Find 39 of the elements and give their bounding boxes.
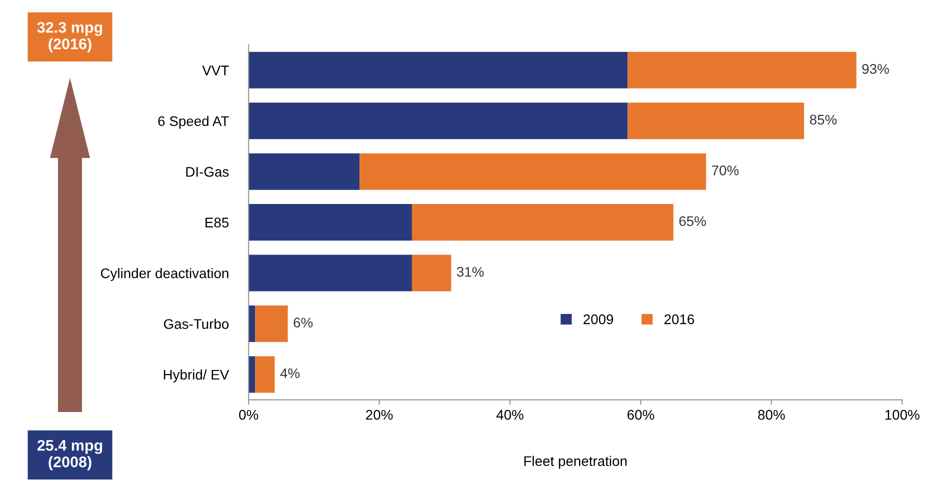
y-tick-label: Hybrid/ EV <box>164 369 230 382</box>
total-label: 4% <box>280 368 300 378</box>
x-tick-label: 40% <box>496 410 524 420</box>
bar <box>248 52 628 88</box>
x-tick-label: 60% <box>628 410 654 420</box>
x-tick-label: 0% <box>239 410 258 420</box>
total-label: 70% <box>712 165 739 176</box>
bar <box>412 204 674 241</box>
bar <box>248 204 412 241</box>
bar <box>412 254 452 292</box>
y-tick-label: Cylinder deactivation <box>100 268 228 281</box>
total-label: 31% <box>456 266 484 277</box>
bar <box>248 356 256 393</box>
legend-label: 2009 <box>584 314 614 324</box>
y-tick-label: E85 <box>206 218 229 228</box>
bar <box>360 153 706 190</box>
bar <box>248 102 628 140</box>
total-label: 93% <box>862 64 889 74</box>
bar <box>255 305 288 342</box>
bar <box>248 305 256 342</box>
bar <box>628 52 856 88</box>
legend-label: 2016 <box>664 314 694 324</box>
bar <box>248 254 412 292</box>
x-tick-label: 80% <box>758 410 785 420</box>
y-tick-label: VVT <box>202 66 229 76</box>
text: 32.3 mpg (2016) <box>37 22 102 52</box>
total-label: 85% <box>810 114 837 125</box>
total-label: 6% <box>294 318 313 328</box>
y-tick-label: Gas-Turbo <box>164 318 229 329</box>
total-label: 65% <box>679 216 706 226</box>
bar <box>628 102 804 140</box>
y-tick-label: 6 Speed AT <box>158 116 229 129</box>
x-tick-label: 20% <box>366 410 393 420</box>
y-tick-label: DI-Gas <box>186 166 229 177</box>
x-tick-label: 100% <box>885 410 920 420</box>
text: 25.4 mpg (2008) <box>37 440 102 470</box>
bar <box>248 153 360 190</box>
bar <box>255 356 275 393</box>
x-axis-title: Fleet penetration <box>524 456 627 469</box>
